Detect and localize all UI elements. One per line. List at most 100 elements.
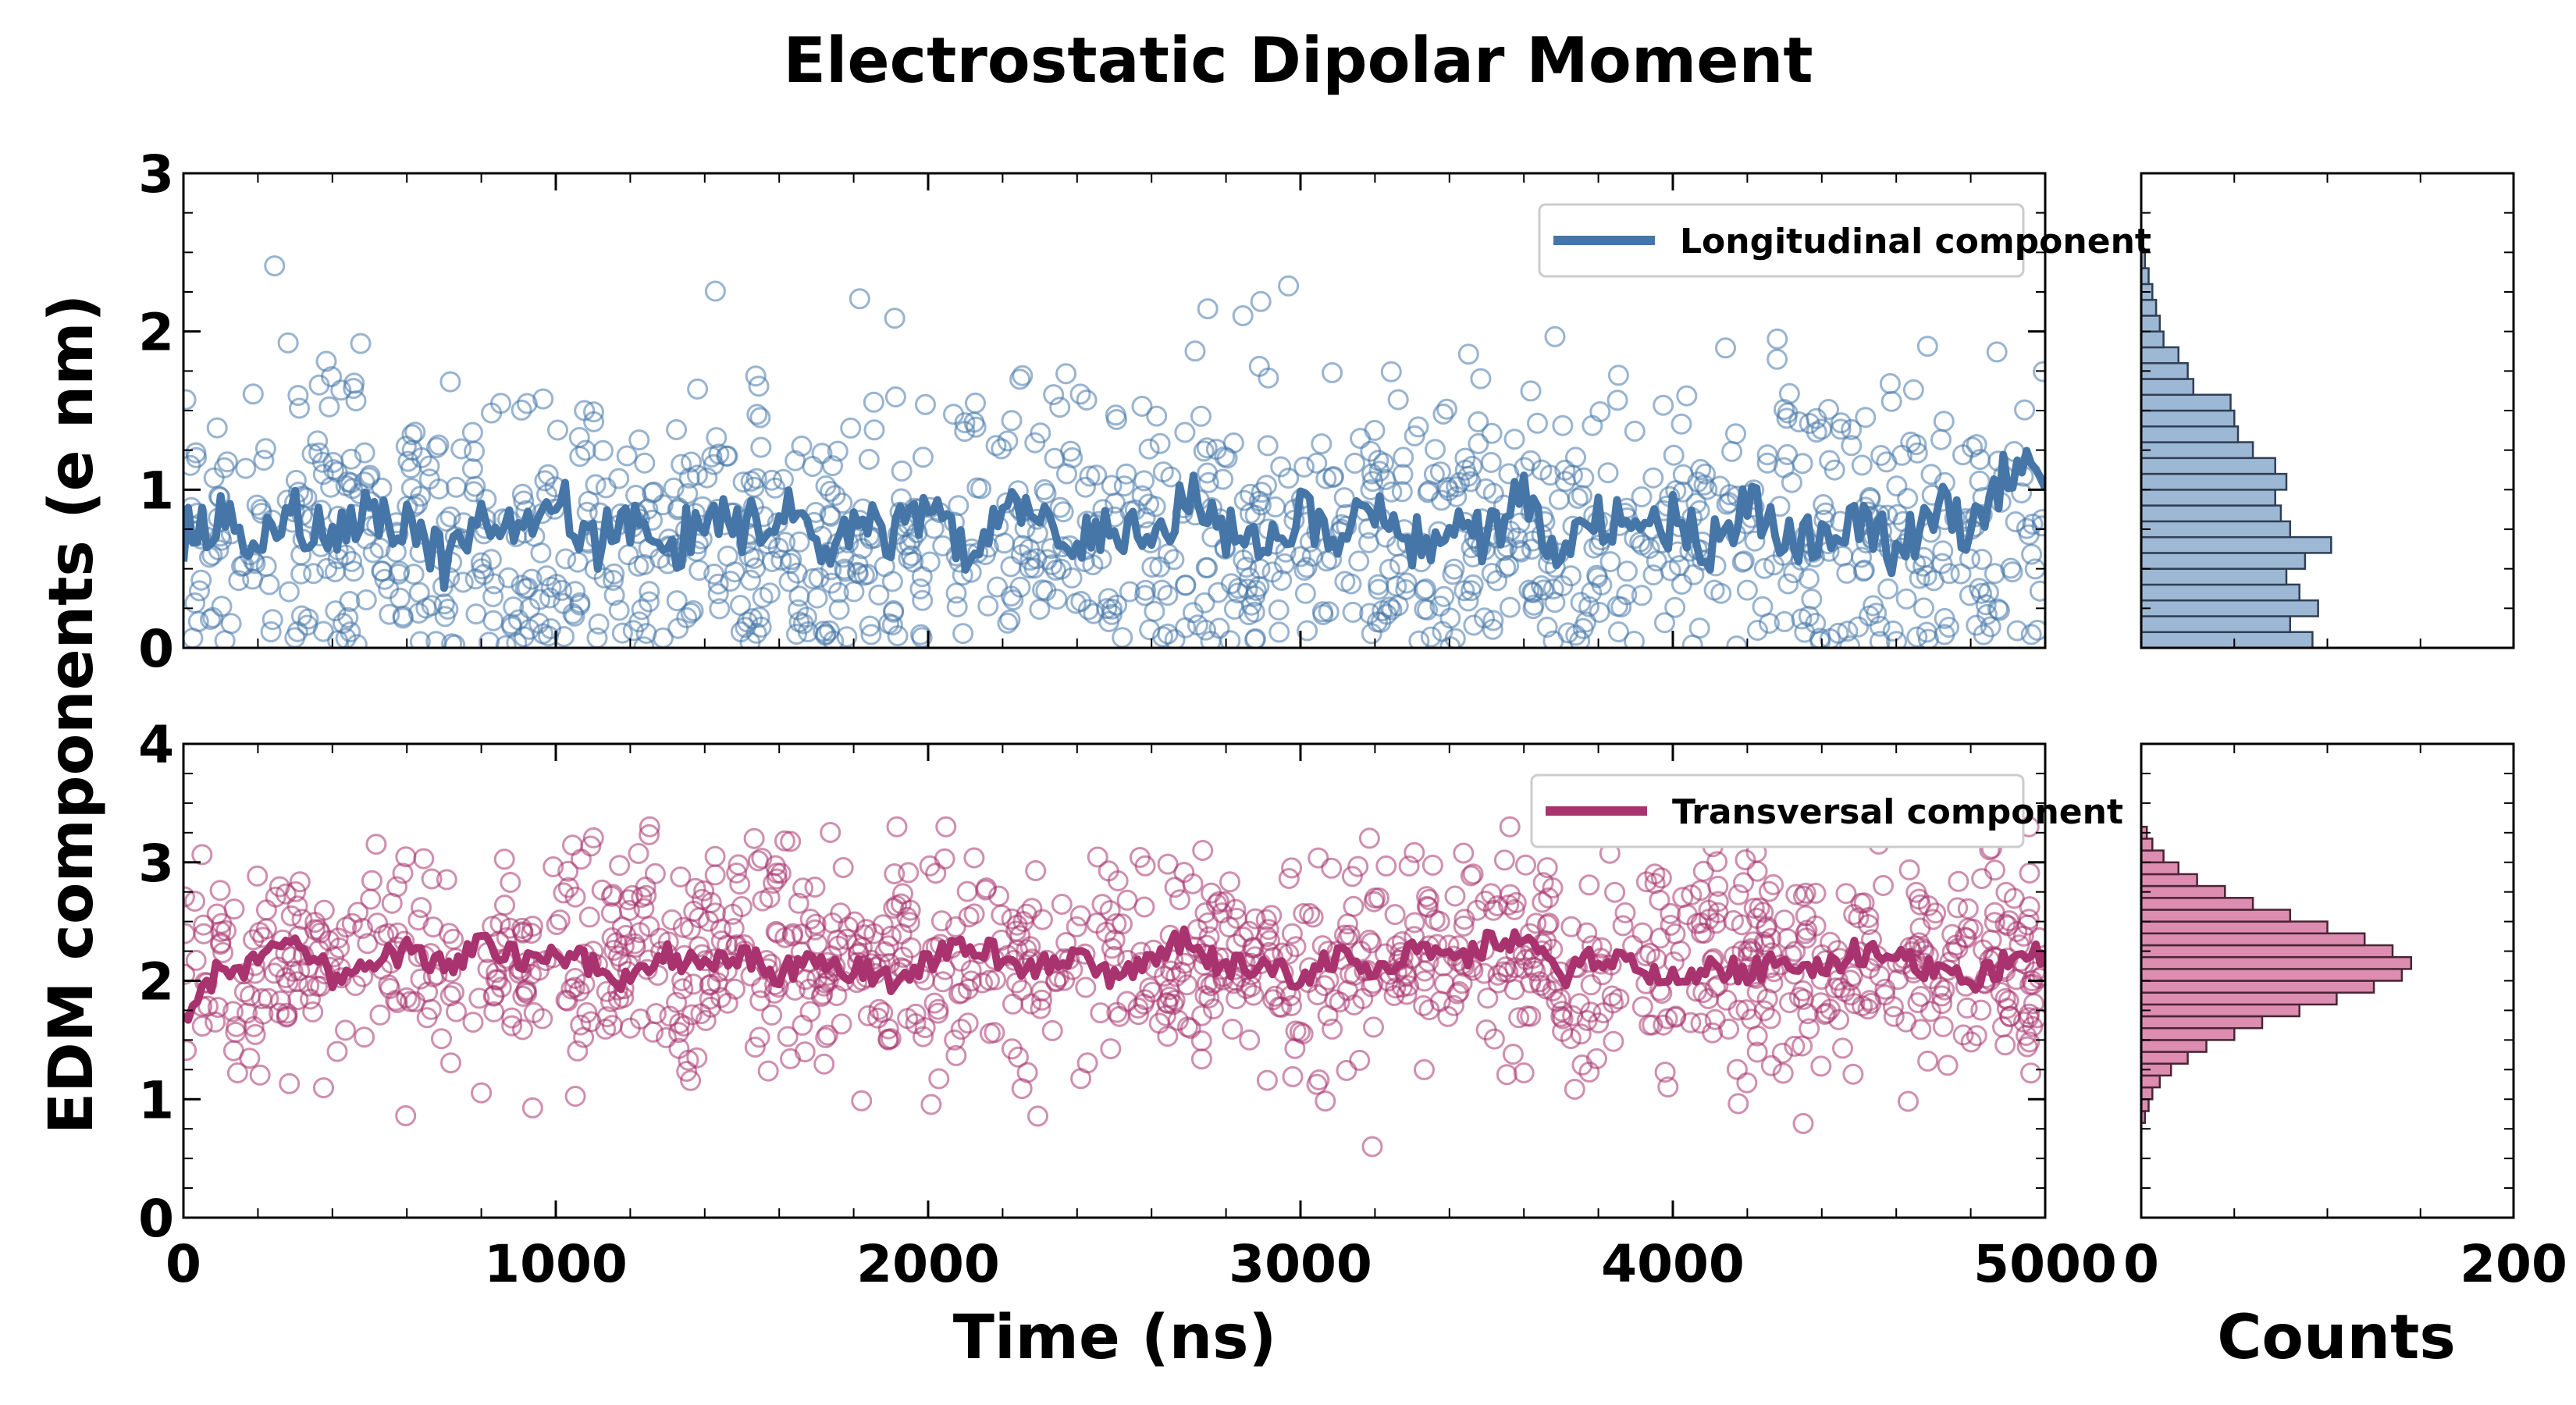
scatter-point bbox=[249, 1064, 271, 1086]
scatter-point bbox=[1350, 941, 1372, 962]
scatter-point bbox=[1832, 1037, 1853, 1059]
scatter-point bbox=[312, 621, 334, 642]
scatter-point bbox=[1606, 389, 1628, 411]
scatter-point bbox=[1139, 619, 1161, 641]
scatter-point bbox=[1586, 1048, 1607, 1069]
scatter-point bbox=[1164, 877, 1186, 898]
histogram-bar bbox=[2140, 330, 2165, 349]
scatter-point bbox=[1149, 556, 1171, 578]
scatter-point bbox=[1772, 1062, 1794, 1084]
scatter-point bbox=[1035, 580, 1057, 602]
scatter-point bbox=[1607, 365, 1629, 386]
scatter-point bbox=[1383, 985, 1405, 1006]
scatter-point bbox=[564, 605, 585, 627]
scatter-point bbox=[1747, 620, 1768, 641]
scatter-point bbox=[1837, 621, 1859, 642]
scatter-point bbox=[372, 560, 393, 582]
scatter-point bbox=[857, 1005, 879, 1026]
scatter-point bbox=[1297, 620, 1318, 642]
scatter-point bbox=[409, 631, 431, 648]
scatter-point bbox=[569, 592, 591, 614]
scatter-point bbox=[1792, 1112, 1814, 1134]
scatter-point bbox=[965, 392, 986, 414]
scatter-point bbox=[1777, 573, 1799, 595]
scatter-point bbox=[202, 606, 224, 628]
scatter-point bbox=[1446, 983, 1468, 1005]
scatter-point bbox=[1302, 906, 1324, 928]
scatter-point bbox=[1552, 1008, 1574, 1030]
scatter-point bbox=[1165, 966, 1187, 987]
scatter-point bbox=[1869, 615, 1891, 637]
scatter-point bbox=[521, 963, 542, 985]
scatter-point bbox=[212, 941, 234, 963]
scatter-point bbox=[1012, 911, 1034, 933]
scatter-point bbox=[1542, 630, 1564, 648]
scatter-point bbox=[568, 427, 590, 448]
scatter-point bbox=[189, 580, 210, 602]
scatter-point bbox=[543, 856, 564, 877]
scatter-point bbox=[1756, 444, 1778, 466]
scatter-point bbox=[536, 565, 557, 587]
scatter-point bbox=[1107, 870, 1129, 891]
scatter-point bbox=[1086, 912, 1108, 934]
scatter-point bbox=[222, 1040, 244, 1062]
scatter-point bbox=[1597, 462, 1619, 484]
scatter-point bbox=[690, 1003, 712, 1025]
scatter-point bbox=[639, 816, 660, 838]
scatter-point bbox=[539, 587, 560, 609]
scatter-point bbox=[1134, 855, 1156, 877]
x-tick-label: 5000 bbox=[1973, 1234, 2117, 1294]
scatter-point bbox=[445, 476, 467, 498]
scatter-point bbox=[1753, 557, 1775, 579]
scatter-point bbox=[823, 630, 845, 648]
histogram-bar bbox=[2140, 1086, 2154, 1101]
scatter-point bbox=[1169, 889, 1190, 911]
scatter-point bbox=[814, 972, 836, 994]
scatter-point bbox=[1551, 1001, 1573, 1023]
scatter-point bbox=[805, 913, 827, 935]
scatter-point bbox=[1573, 467, 1595, 489]
scatter-point bbox=[1474, 607, 1495, 629]
scatter-point bbox=[240, 985, 261, 1007]
scatter-point bbox=[439, 506, 461, 528]
scatter-point bbox=[1255, 909, 1277, 930]
scatter-point bbox=[957, 1012, 979, 1034]
scatter-point bbox=[1934, 607, 1955, 629]
scatter-point bbox=[1992, 1016, 2013, 1038]
scatter-point bbox=[1339, 924, 1361, 946]
scatter-point bbox=[1799, 1018, 1820, 1040]
scatter-point bbox=[1922, 909, 1944, 930]
scatter-point bbox=[970, 478, 992, 500]
scatter-point bbox=[1041, 1019, 1063, 1041]
scatter-point bbox=[1212, 902, 1233, 924]
scatter-point bbox=[210, 934, 231, 955]
scatter-point bbox=[1520, 380, 1542, 402]
scatter-point bbox=[318, 396, 340, 418]
scatter-point bbox=[1664, 596, 1686, 618]
scatter-point bbox=[767, 922, 788, 944]
scatter-point bbox=[1194, 592, 1215, 614]
scatter-point bbox=[786, 562, 808, 584]
scatter-point bbox=[1368, 887, 1389, 909]
scatter-point bbox=[668, 1022, 689, 1044]
y-axis-title: EDM components (e nm) bbox=[37, 294, 107, 1134]
scatter-point bbox=[1444, 885, 1466, 907]
scatter-point bbox=[1160, 466, 1182, 488]
scatter-point bbox=[1920, 1001, 1941, 1023]
scatter-point bbox=[1777, 444, 1799, 465]
scatter-point bbox=[246, 494, 268, 516]
scatter-point bbox=[1905, 881, 1927, 903]
histogram-bar bbox=[2140, 1039, 2208, 1053]
scatter-point bbox=[750, 616, 772, 638]
scatter-point bbox=[252, 927, 274, 948]
scatter-point bbox=[863, 391, 884, 413]
scatter-point bbox=[881, 571, 903, 592]
scatter-point bbox=[1416, 886, 1438, 908]
scatter-point bbox=[341, 550, 363, 572]
scatter-point bbox=[1308, 1069, 1330, 1090]
scatter-point bbox=[498, 567, 519, 589]
scatter-point bbox=[461, 422, 483, 443]
scatter-point bbox=[1642, 467, 1664, 489]
scatter-point bbox=[1859, 488, 1881, 510]
scatter-point bbox=[1560, 565, 1582, 587]
